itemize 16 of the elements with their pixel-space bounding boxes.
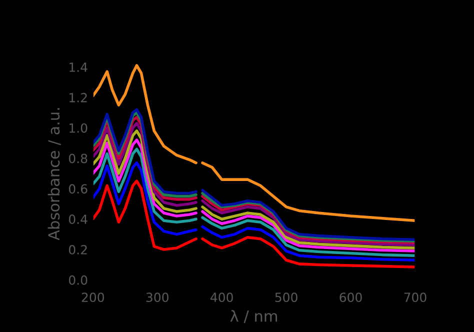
x-axis-title: λ / nm <box>230 310 277 324</box>
x-tick-label: 500 <box>275 292 298 302</box>
y-tick-label: 0.8 <box>68 154 88 164</box>
y-tick-label: 0.0 <box>68 275 88 285</box>
y-tick-label: 0.4 <box>68 214 88 224</box>
y-tick-label: 0.6 <box>68 184 88 194</box>
x-tick-label: 400 <box>210 292 233 302</box>
y-tick-label: 1.4 <box>70 62 88 72</box>
x-tick-label: 600 <box>340 292 362 302</box>
x-tick-label: 700 <box>404 292 426 302</box>
y-tick-label: 1.0 <box>70 123 88 133</box>
y-tick-label: 1.2 <box>70 92 87 102</box>
x-tick-label: 200 <box>82 292 104 302</box>
y-tick-label: 0.2 <box>68 244 87 254</box>
y-axis-title: Absorbance / a.u. <box>48 108 61 240</box>
x-tick-label: 300 <box>146 292 168 302</box>
